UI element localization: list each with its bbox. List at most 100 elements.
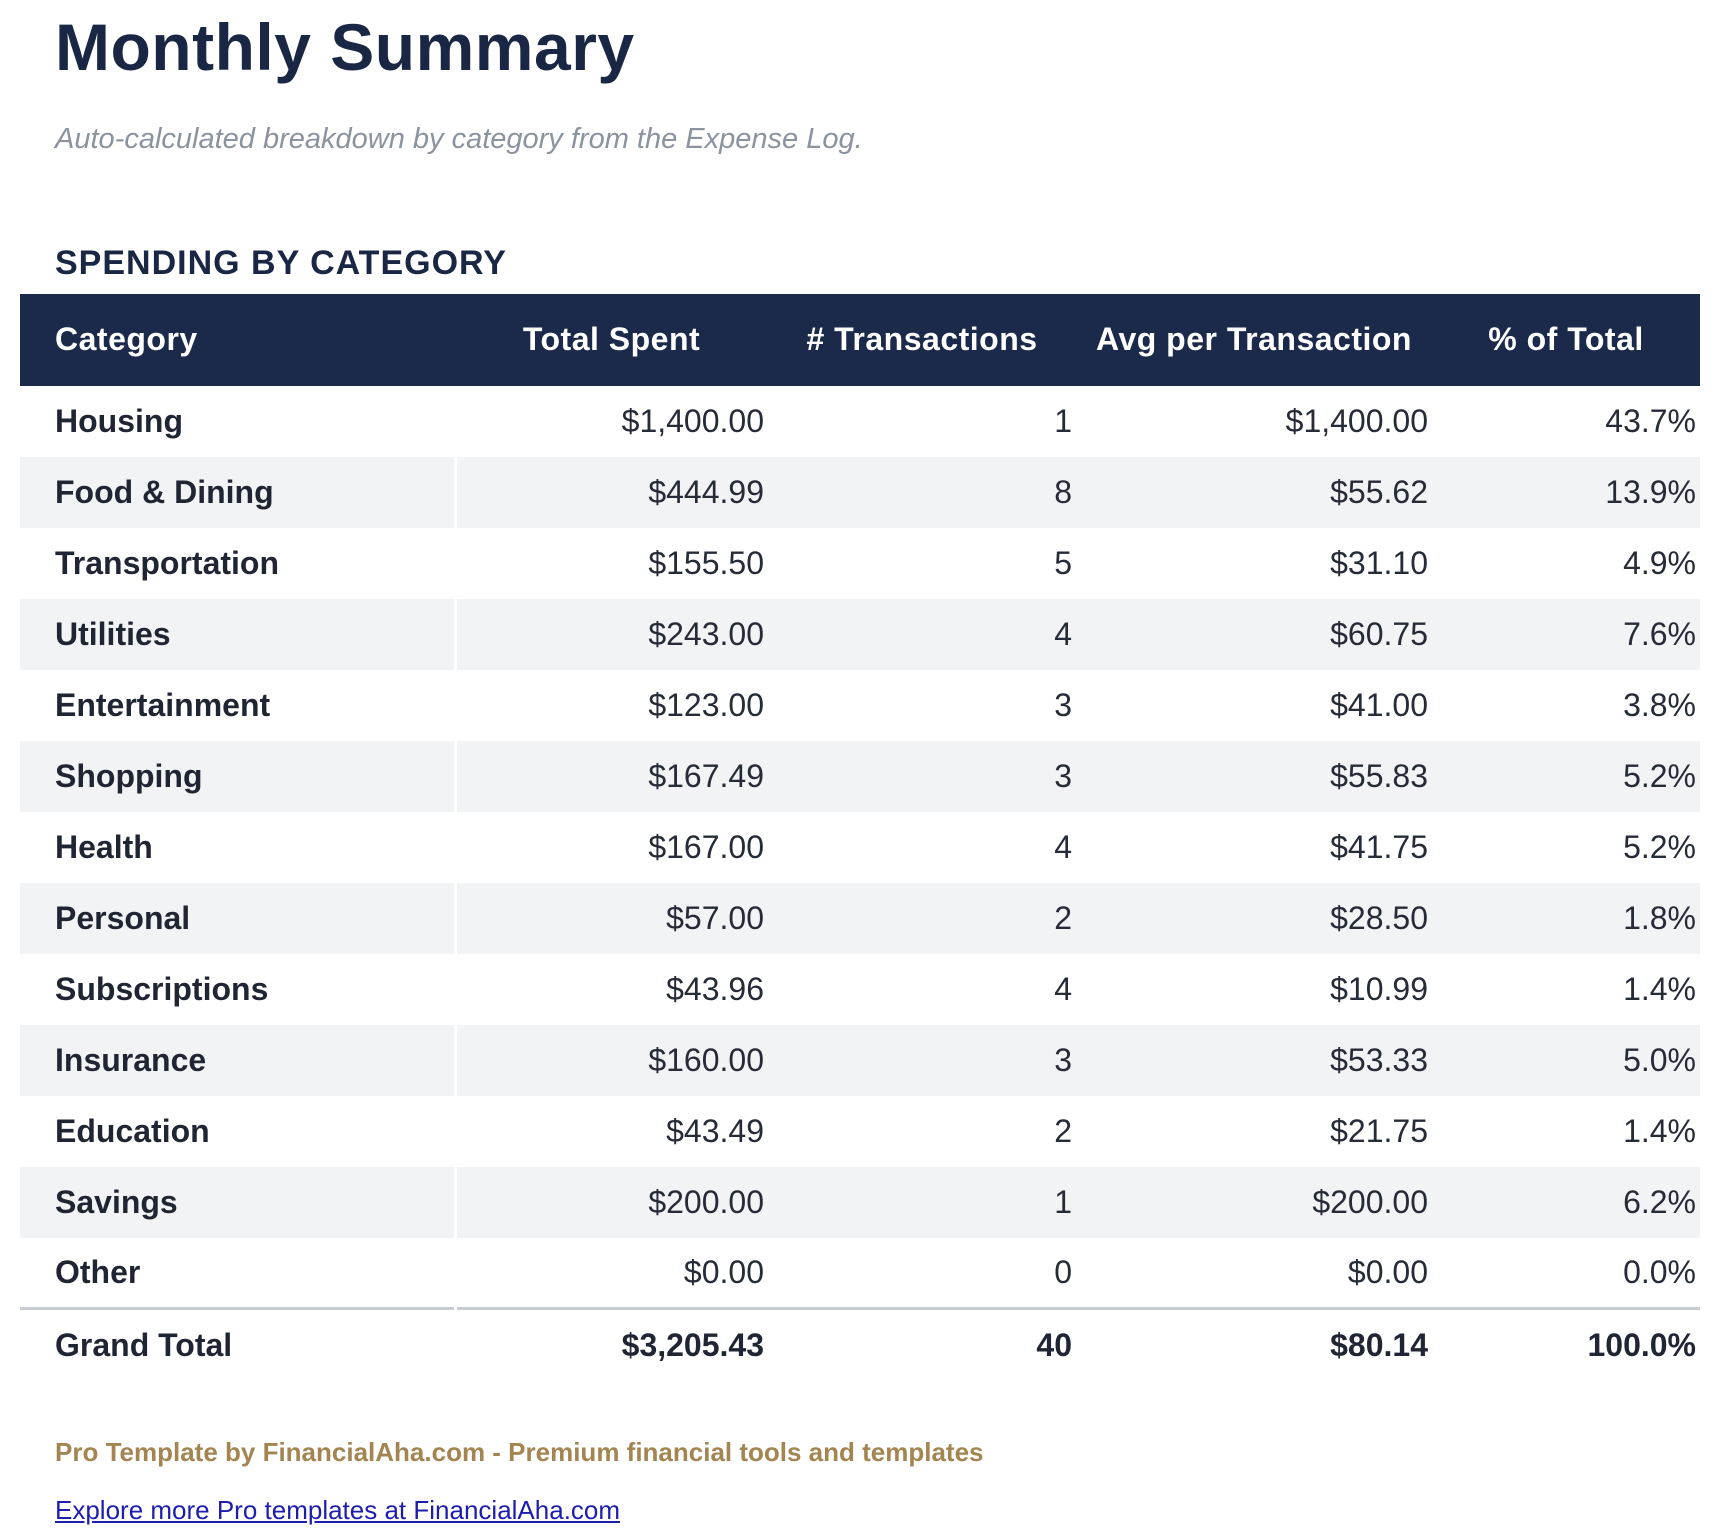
avg-per-transaction-cell: $200.00	[1076, 1166, 1432, 1238]
pct-of-total-cell: 4.9%	[1623, 544, 1696, 581]
avg-per-transaction-cell: $1,400.00	[1285, 402, 1428, 439]
header-transactions: # Transactions	[768, 293, 1076, 386]
transactions-cell: 2	[768, 882, 1076, 954]
transactions-cell: 0	[1054, 1254, 1072, 1291]
transactions-cell: 8	[768, 456, 1076, 528]
grand-total-spent: $3,205.43	[455, 1307, 768, 1380]
transactions-cell: 3	[1054, 686, 1072, 723]
category-cell: Food & Dining	[20, 456, 457, 528]
total-spent-cell: $1,400.00	[621, 402, 764, 439]
avg-per-transaction-cell: $0.00	[1347, 1254, 1428, 1291]
grand-total-avg: $80.14	[1076, 1307, 1432, 1380]
category-cell: Housing	[20, 385, 457, 457]
grand-total-transactions: 40	[768, 1307, 1076, 1380]
category-cell: Personal	[20, 882, 457, 954]
avg-per-transaction-cell: $28.50	[1076, 882, 1432, 954]
total-spent-cell: $123.00	[648, 686, 764, 723]
section-title: SPENDING BY CATEGORY	[55, 243, 507, 282]
category-cell: Transportation	[20, 527, 457, 599]
avg-per-transaction-cell: $55.62	[1076, 456, 1432, 528]
category-cell: Insurance	[20, 1024, 457, 1096]
table-row: Transportation $155.50 5 $31.10 4.9%	[20, 527, 1700, 599]
table-body: Housing $1,400.00 1 $1,400.00 43.7% Food…	[20, 385, 1700, 1309]
category-cell: Education	[20, 1095, 457, 1167]
header-pct-of-total: % of Total	[1432, 293, 1700, 386]
total-spent-cell: $43.96	[666, 970, 764, 1007]
table-row: Food & Dining $444.99 8 $55.62 13.9%	[20, 456, 1700, 528]
transactions-cell: 4	[1054, 970, 1072, 1007]
header-avg-per-transaction: Avg per Transaction	[1076, 293, 1432, 386]
header-total-spent: Total Spent	[455, 293, 768, 386]
category-cell: Health	[20, 811, 457, 883]
pct-of-total-cell: 5.2%	[1432, 740, 1700, 812]
total-spent-cell: $160.00	[455, 1024, 768, 1096]
table-row: Other $0.00 0 $0.00 0.0%	[20, 1237, 1700, 1309]
page-title: Monthly Summary	[55, 10, 635, 84]
avg-per-transaction-cell: $60.75	[1076, 598, 1432, 670]
pct-of-total-cell: 1.4%	[1623, 970, 1696, 1007]
avg-per-transaction-cell: $21.75	[1330, 1112, 1428, 1149]
category-cell: Subscriptions	[20, 953, 457, 1025]
pct-of-total-cell: 7.6%	[1432, 598, 1700, 670]
table-row: Entertainment $123.00 3 $41.00 3.8%	[20, 669, 1700, 741]
pct-of-total-cell: 13.9%	[1432, 456, 1700, 528]
table-row: Insurance $160.00 3 $53.33 5.0%	[20, 1024, 1700, 1096]
transactions-cell: 1	[1054, 402, 1072, 439]
category-cell: Entertainment	[20, 669, 457, 741]
table-row: Shopping $167.49 3 $55.83 5.2%	[20, 740, 1700, 812]
table-header: Category Total Spent # Transactions Avg …	[20, 293, 1700, 386]
grand-total-row: Grand Total $3,205.43 40 $80.14 100.0%	[20, 1307, 1700, 1380]
avg-per-transaction-cell: $55.83	[1076, 740, 1432, 812]
grand-total-label: Grand Total	[20, 1307, 457, 1380]
table-row: Subscriptions $43.96 4 $10.99 1.4%	[20, 953, 1700, 1025]
total-spent-cell: $444.99	[455, 456, 768, 528]
table-footer: Grand Total $3,205.43 40 $80.14 100.0%	[20, 1307, 1700, 1380]
pct-of-total-cell: 1.4%	[1623, 1112, 1696, 1149]
table-row: Savings $200.00 1 $200.00 6.2%	[20, 1166, 1700, 1238]
transactions-cell: 3	[768, 740, 1076, 812]
category-cell: Shopping	[20, 740, 457, 812]
transactions-cell: 1	[768, 1166, 1076, 1238]
transactions-cell: 2	[1054, 1112, 1072, 1149]
pct-of-total-cell: 6.2%	[1432, 1166, 1700, 1238]
total-spent-cell: $200.00	[455, 1166, 768, 1238]
pct-of-total-cell: 5.0%	[1432, 1024, 1700, 1096]
avg-per-transaction-cell: $53.33	[1076, 1024, 1432, 1096]
header-category: Category	[20, 293, 455, 386]
table-row: Education $43.49 2 $21.75 1.4%	[20, 1095, 1700, 1167]
table-header-row: Category Total Spent # Transactions Avg …	[20, 293, 1700, 386]
transactions-cell: 3	[768, 1024, 1076, 1096]
category-cell: Utilities	[20, 598, 457, 670]
avg-per-transaction-cell: $10.99	[1330, 970, 1428, 1007]
pct-of-total-cell: 43.7%	[1605, 402, 1696, 439]
grand-total-pct: 100.0%	[1432, 1307, 1700, 1380]
total-spent-cell: $57.00	[455, 882, 768, 954]
footer-brand-line: Pro Template by FinancialAha.com - Premi…	[55, 1436, 984, 1467]
avg-per-transaction-cell: $31.10	[1330, 544, 1428, 581]
total-spent-cell: $167.00	[648, 828, 764, 865]
avg-per-transaction-cell: $41.75	[1330, 828, 1428, 865]
total-spent-cell: $243.00	[455, 598, 768, 670]
total-spent-cell: $155.50	[648, 544, 764, 581]
footer-link[interactable]: Explore more Pro templates at FinancialA…	[55, 1495, 621, 1526]
pct-of-total-cell: 1.8%	[1432, 882, 1700, 954]
transactions-cell: 5	[1054, 544, 1072, 581]
total-spent-cell: $0.00	[683, 1254, 764, 1291]
table-row: Utilities $243.00 4 $60.75 7.6%	[20, 598, 1700, 670]
total-spent-cell: $43.49	[666, 1112, 764, 1149]
transactions-cell: 4	[1054, 828, 1072, 865]
pct-of-total-cell: 5.2%	[1623, 828, 1696, 865]
total-spent-cell: $167.49	[455, 740, 768, 812]
category-cell: Savings	[20, 1166, 457, 1238]
spending-by-category-table: Category Total Spent # Transactions Avg …	[20, 293, 1700, 1380]
pct-of-total-cell: 0.0%	[1623, 1254, 1696, 1291]
table-row: Housing $1,400.00 1 $1,400.00 43.7%	[20, 385, 1700, 457]
pct-of-total-cell: 3.8%	[1623, 686, 1696, 723]
transactions-cell: 4	[768, 598, 1076, 670]
avg-per-transaction-cell: $41.00	[1330, 686, 1428, 723]
category-cell: Other	[20, 1237, 457, 1309]
page-subtitle: Auto-calculated breakdown by category fr…	[55, 122, 863, 155]
table-row: Personal $57.00 2 $28.50 1.8%	[20, 882, 1700, 954]
table-row: Health $167.00 4 $41.75 5.2%	[20, 811, 1700, 883]
